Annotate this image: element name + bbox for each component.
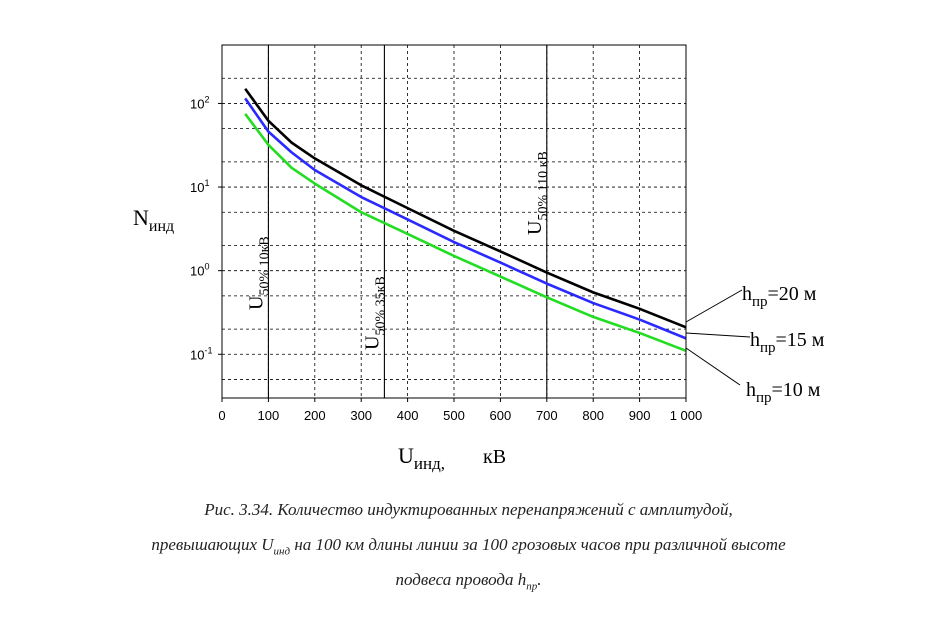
reference-line-label: U50% 10кВ [245, 236, 272, 310]
y-tick-label: 100 [190, 262, 209, 279]
x-axis-ticks: 0 100 200 300 400 500 600 700 800 900 1 000 [218, 398, 702, 423]
x-tick-label: 400 [397, 408, 419, 423]
figure-caption-line-3: подвеса провода hпр. [0, 570, 937, 592]
axis-labels: Nинд Uинд, кВ [133, 205, 506, 473]
x-tick-label: 600 [490, 408, 512, 423]
y-axis-label: Nинд [133, 205, 174, 235]
x-tick-label: 0 [218, 408, 225, 423]
x-tick-label: 500 [443, 408, 465, 423]
y-tick-label: 10-1 [190, 345, 212, 362]
caption-text: превышающих U [151, 535, 274, 554]
caption-subscript: инд [273, 545, 291, 558]
reference-line-label: U50% 110 кВ [524, 151, 551, 235]
series-label-leader [685, 347, 741, 386]
x-tick-label: 1 000 [670, 408, 703, 423]
x-tick-label: 800 [582, 408, 604, 423]
figure-caption-line-2: превышающих Uинд на 100 км длины линии з… [0, 535, 937, 557]
x-tick-label: 700 [536, 408, 558, 423]
caption-text: на 100 км длины линии за 100 грозовых ча… [290, 535, 786, 554]
chart: U50% 10кВ U50% 35кВ U50% 110 кВ 0 100 200 300… [133, 44, 825, 473]
series-label-0: hпр=20 м [742, 283, 817, 310]
reference-line-label: U50% 35кВ [361, 276, 388, 350]
x-tick-label: 900 [629, 408, 651, 423]
y-tick-label: 101 [190, 178, 209, 195]
x-tick-label: 100 [258, 408, 280, 423]
series-label-leader [685, 332, 751, 338]
series-labels: hпр=20 м hпр=15 м hпр=10 м [685, 283, 825, 406]
series-label-2: hпр=10 м [746, 379, 821, 406]
series-line-2 [244, 113, 687, 353]
data-series [244, 87, 687, 353]
figure-caption-line-1: Рис. 3.34. Количество индуктированных пе… [204, 500, 733, 519]
y-axis-ticks: 102 101 100 10-1 [190, 94, 222, 362]
chart-grid [222, 45, 686, 398]
x-axis-label: Uинд, [398, 443, 445, 473]
caption-text: . [537, 570, 542, 589]
x-tick-label: 200 [304, 408, 326, 423]
caption-subscript: пр [526, 580, 538, 593]
y-tick-label: 102 [190, 94, 209, 111]
caption-text: подвеса провода h [395, 570, 527, 589]
x-tick-label: 300 [350, 408, 372, 423]
series-label-1: hпр=15 м [750, 329, 825, 356]
reference-lines: U50% 10кВ U50% 35кВ U50% 110 кВ [245, 45, 551, 398]
series-line-1 [244, 97, 687, 340]
series-label-leader [685, 289, 743, 323]
x-axis-unit: кВ [483, 446, 506, 468]
series-line-0 [244, 87, 687, 329]
